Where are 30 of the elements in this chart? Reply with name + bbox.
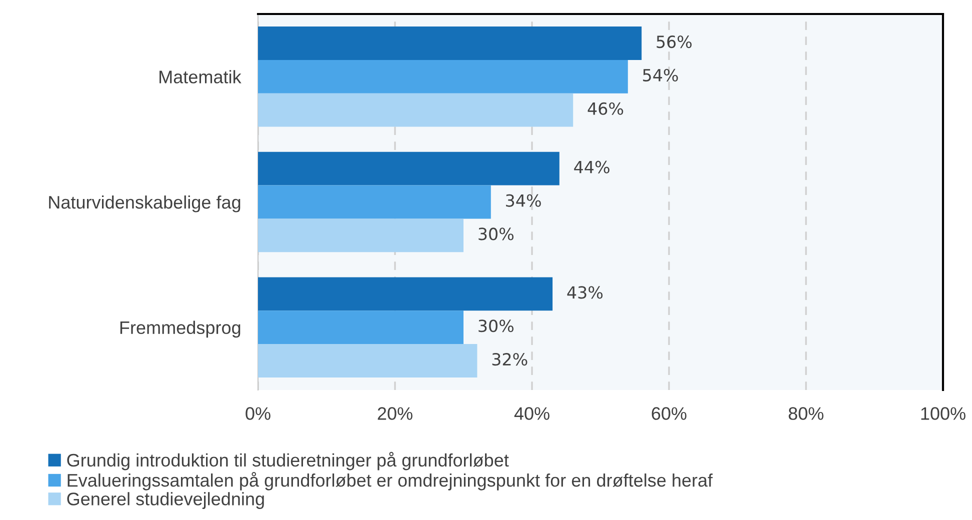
data-label: 44% bbox=[574, 160, 610, 174]
bar bbox=[258, 152, 560, 186]
data-label: 54% bbox=[643, 68, 678, 82]
legend-label: Evalueringssamtalen på grundforløbet er omdrejningspunkt for en drøftelse heraf bbox=[68, 472, 713, 490]
y-tick-label: Matematik bbox=[160, 70, 242, 84]
data-label: 30% bbox=[478, 228, 514, 240]
bar bbox=[258, 60, 628, 94]
bar bbox=[258, 26, 642, 60]
bar bbox=[258, 218, 464, 252]
legend-label: Generel studievejledning bbox=[67, 492, 264, 509]
x-tick-label: 100% bbox=[921, 407, 966, 420]
data-label: 32% bbox=[492, 352, 528, 366]
x-tick-label: 80% bbox=[788, 407, 824, 420]
data-label: 56% bbox=[656, 35, 692, 48]
x-tick-label: 0% bbox=[246, 407, 270, 420]
bar bbox=[258, 344, 478, 378]
x-tick-label: 40% bbox=[514, 407, 550, 420]
data-label: 34% bbox=[506, 194, 541, 207]
data-label: 30% bbox=[478, 320, 514, 332]
bar bbox=[258, 277, 553, 311]
x-tick-label: 20% bbox=[378, 407, 412, 420]
data-label: 46% bbox=[588, 102, 624, 115]
data-label: 43% bbox=[567, 286, 603, 299]
legend-label: Grundig introduktion til studieretninger på grundforløbet bbox=[67, 452, 509, 470]
y-tick-label: Naturvidenskabelige fag bbox=[49, 195, 240, 212]
x-tick-label: 60% bbox=[652, 407, 686, 420]
bar bbox=[258, 185, 491, 219]
y-tick-label: Fremmedsprog bbox=[120, 320, 240, 338]
bar bbox=[258, 310, 464, 344]
bar bbox=[258, 93, 574, 127]
